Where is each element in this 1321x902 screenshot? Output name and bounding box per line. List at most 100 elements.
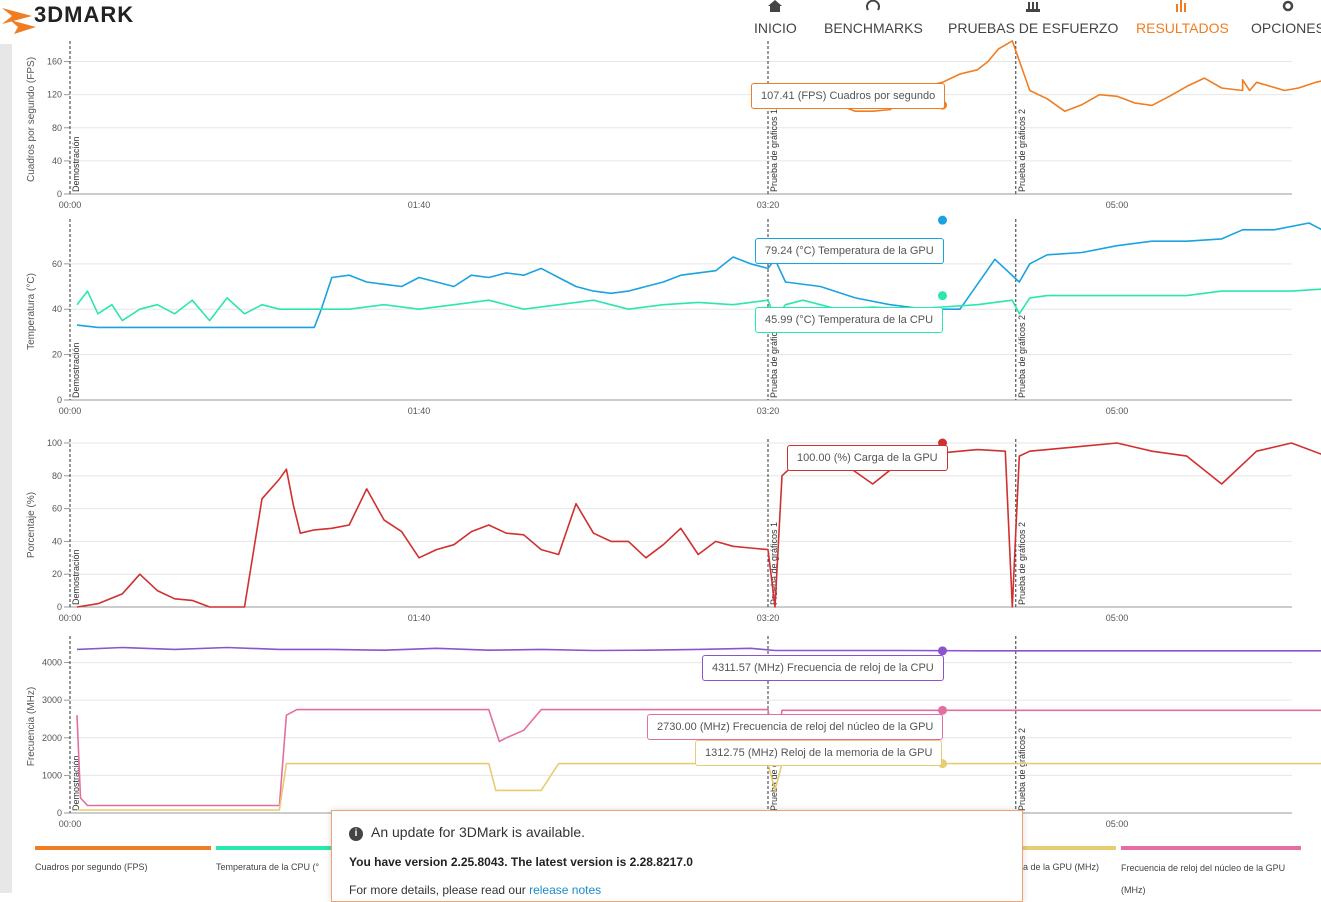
nav-opciones-label: OPCIONES bbox=[1251, 20, 1321, 36]
top-navigation: 3DMARK INICIO BENCHMARKS PRUEBAS DE ESFU… bbox=[0, 0, 1321, 44]
test-marker-label: Prueba de gráficos 2 bbox=[1017, 728, 1027, 811]
nav-pruebas-de-esfuerzo[interactable]: PRUEBAS DE ESFUERZO bbox=[948, 2, 1119, 36]
nav-benchmarks[interactable]: BENCHMARKS bbox=[824, 0, 923, 36]
gpu-load-chart: 0 20 40 60 80 100 Porcentaje (%) 00:00 01:40 03:2… bbox=[0, 425, 1321, 630]
cpu-temp-tooltip: 45.99 (°C) Temperatura de la CPU bbox=[755, 307, 944, 333]
gpu-temp-tooltip: 79.24 (°C) Temperatura de la GPU bbox=[755, 238, 944, 264]
x-tick-label: 03:20 bbox=[757, 200, 780, 210]
y-tick-label: 160 bbox=[47, 57, 62, 67]
y-axis-label: Temperatura (°C) bbox=[26, 273, 37, 350]
cpu-clock-tooltip: 4311.57 (MHz) Frecuencia de reloj de la … bbox=[702, 655, 944, 681]
x-tick-label: 05:00 bbox=[1106, 613, 1129, 623]
test-marker-label: Demostración bbox=[71, 342, 81, 398]
nav-opciones[interactable]: OPCIONES bbox=[1251, 0, 1321, 36]
x-tick-label: 01:40 bbox=[408, 406, 431, 416]
y-tick-label: 80 bbox=[52, 123, 62, 133]
y-tick-label: 40 bbox=[52, 536, 62, 546]
temperature-chart: 0 20 40 60 Temperatura (°C) 00:00 01:40 03:20 05… bbox=[0, 215, 1321, 425]
nav-resultados-label: RESULTADOS bbox=[1136, 20, 1229, 36]
gpu-core-tooltip: 2730.00 (MHz) Frecuencia de reloj del nú… bbox=[647, 714, 944, 740]
legend-fps-label: Cuadros por segundo (FPS) bbox=[35, 862, 148, 872]
y-tick-label: 120 bbox=[47, 90, 62, 100]
legend-cpu-temp-label: Temperatura de la CPU (° bbox=[216, 862, 320, 872]
y-tick-label: 40 bbox=[52, 156, 62, 166]
test-marker-label: Demostración bbox=[71, 136, 81, 192]
series-line bbox=[76, 646, 1321, 652]
series-line bbox=[76, 708, 1321, 807]
app-logo-text: 3DMARK bbox=[34, 2, 135, 27]
x-tick-label: 05:00 bbox=[1106, 819, 1129, 829]
x-tick-label: 05:00 bbox=[1106, 200, 1129, 210]
nav-pruebas-label: PRUEBAS DE ESFUERZO bbox=[948, 20, 1119, 36]
nav-inicio-label: INICIO bbox=[754, 20, 797, 36]
y-tick-label: 2000 bbox=[42, 733, 62, 743]
release-notes-link[interactable]: release notes bbox=[529, 883, 602, 897]
x-tick-label: 00:00 bbox=[59, 200, 82, 210]
y-tick-label: 100 bbox=[47, 438, 62, 448]
home-icon bbox=[768, 0, 783, 12]
hover-point bbox=[938, 705, 947, 715]
nav-benchmarks-label: BENCHMARKS bbox=[824, 20, 923, 36]
legend-gpu-core-label: Frecuencia de reloj del núcleo de la GPU… bbox=[1121, 863, 1286, 895]
y-axis-label: Porcentaje (%) bbox=[26, 492, 37, 558]
legend-gpu-mem-swatch bbox=[940, 846, 1116, 850]
x-tick-label: 03:20 bbox=[757, 613, 780, 623]
nav-resultados[interactable]: RESULTADOS bbox=[1136, 0, 1229, 36]
x-tick-label: 00:00 bbox=[59, 406, 82, 416]
3dmark-logo-icon bbox=[2, 8, 36, 34]
x-tick-label: 01:40 bbox=[408, 613, 431, 623]
y-tick-label: 40 bbox=[52, 304, 62, 314]
temperature-chart-svg: 0 20 40 60 Temperatura (°C) 00:00 01:40 03:20 05… bbox=[26, 215, 1321, 416]
y-tick-label: 0 bbox=[57, 395, 62, 405]
legend-fps-swatch bbox=[35, 846, 211, 850]
info-icon: i bbox=[349, 827, 363, 841]
hover-point bbox=[938, 291, 947, 301]
hover-point bbox=[938, 646, 947, 656]
y-tick-label: 1000 bbox=[42, 770, 62, 780]
notice-version: You have version 2.25.8043. The latest v… bbox=[349, 855, 693, 869]
series-line bbox=[76, 288, 1321, 322]
x-tick-label: 00:00 bbox=[59, 819, 82, 829]
y-tick-label: 20 bbox=[52, 350, 62, 360]
y-tick-label: 4000 bbox=[42, 658, 62, 668]
notice-title: An update for 3DMark is available. bbox=[371, 824, 585, 840]
notice-title-row: i An update for 3DMark is available. bbox=[349, 824, 585, 841]
y-tick-label: 80 bbox=[52, 471, 62, 481]
nav-inicio[interactable]: INICIO bbox=[754, 0, 797, 36]
notice-details: For more details, please read our releas… bbox=[349, 883, 601, 897]
left-edge-strip bbox=[0, 40, 12, 893]
legend-gpu-core-swatch bbox=[1121, 846, 1301, 850]
y-tick-label: 60 bbox=[52, 259, 62, 269]
series-line bbox=[76, 222, 1321, 329]
test-marker-label: Prueba de gráficos 2 bbox=[1017, 522, 1027, 605]
test-marker-label: Demostración bbox=[71, 549, 81, 605]
y-axis-label: Frecuencia (MHz) bbox=[26, 687, 37, 766]
x-tick-label: 01:40 bbox=[408, 200, 431, 210]
stress-icon bbox=[1026, 2, 1041, 12]
legend-cpu-temp-swatch bbox=[216, 846, 392, 850]
y-tick-label: 20 bbox=[52, 569, 62, 579]
y-tick-label: 0 bbox=[57, 189, 62, 199]
legend-gpu-mem-label: ia de la GPU (MHz) bbox=[1021, 862, 1100, 872]
test-marker-label: Prueba de gráficos 1 bbox=[769, 522, 779, 605]
gauge-icon bbox=[866, 0, 881, 11]
x-tick-label: 00:00 bbox=[59, 613, 82, 623]
test-marker-label: Prueba de gráficos 2 bbox=[1017, 109, 1027, 192]
series-line bbox=[76, 442, 1321, 608]
test-marker-label: Prueba de gráficos 1 bbox=[769, 315, 779, 398]
test-marker-label: Prueba de gráficos 1 bbox=[769, 728, 779, 811]
fps-chart-svg: 0 40 80 120 160 Cuadros por segundo (FPS) 00:0… bbox=[26, 40, 1321, 210]
series-line bbox=[77, 762, 1321, 811]
y-tick-label: 60 bbox=[52, 504, 62, 514]
y-tick-label: 3000 bbox=[42, 695, 62, 705]
test-marker-label: Demostración bbox=[71, 755, 81, 811]
gpu-load-tooltip: 100.00 (%) Carga de la GPU bbox=[787, 445, 948, 471]
test-marker-label: Prueba de gráficos 2 bbox=[1017, 315, 1027, 398]
fps-tooltip: 107.41 (FPS) Cuadros por segundo bbox=[751, 83, 946, 109]
gear-icon bbox=[1282, 0, 1294, 12]
gpu-load-chart-svg: 0 20 40 60 80 100 Porcentaje (%) 00:00 01:40 03:2… bbox=[26, 438, 1321, 623]
update-notification: i An update for 3DMark is available. You … bbox=[331, 810, 1023, 902]
gpu-mem-tooltip: 1312.75 (MHz) Reloj de la memoria de la … bbox=[695, 740, 943, 766]
hover-point bbox=[938, 215, 947, 225]
